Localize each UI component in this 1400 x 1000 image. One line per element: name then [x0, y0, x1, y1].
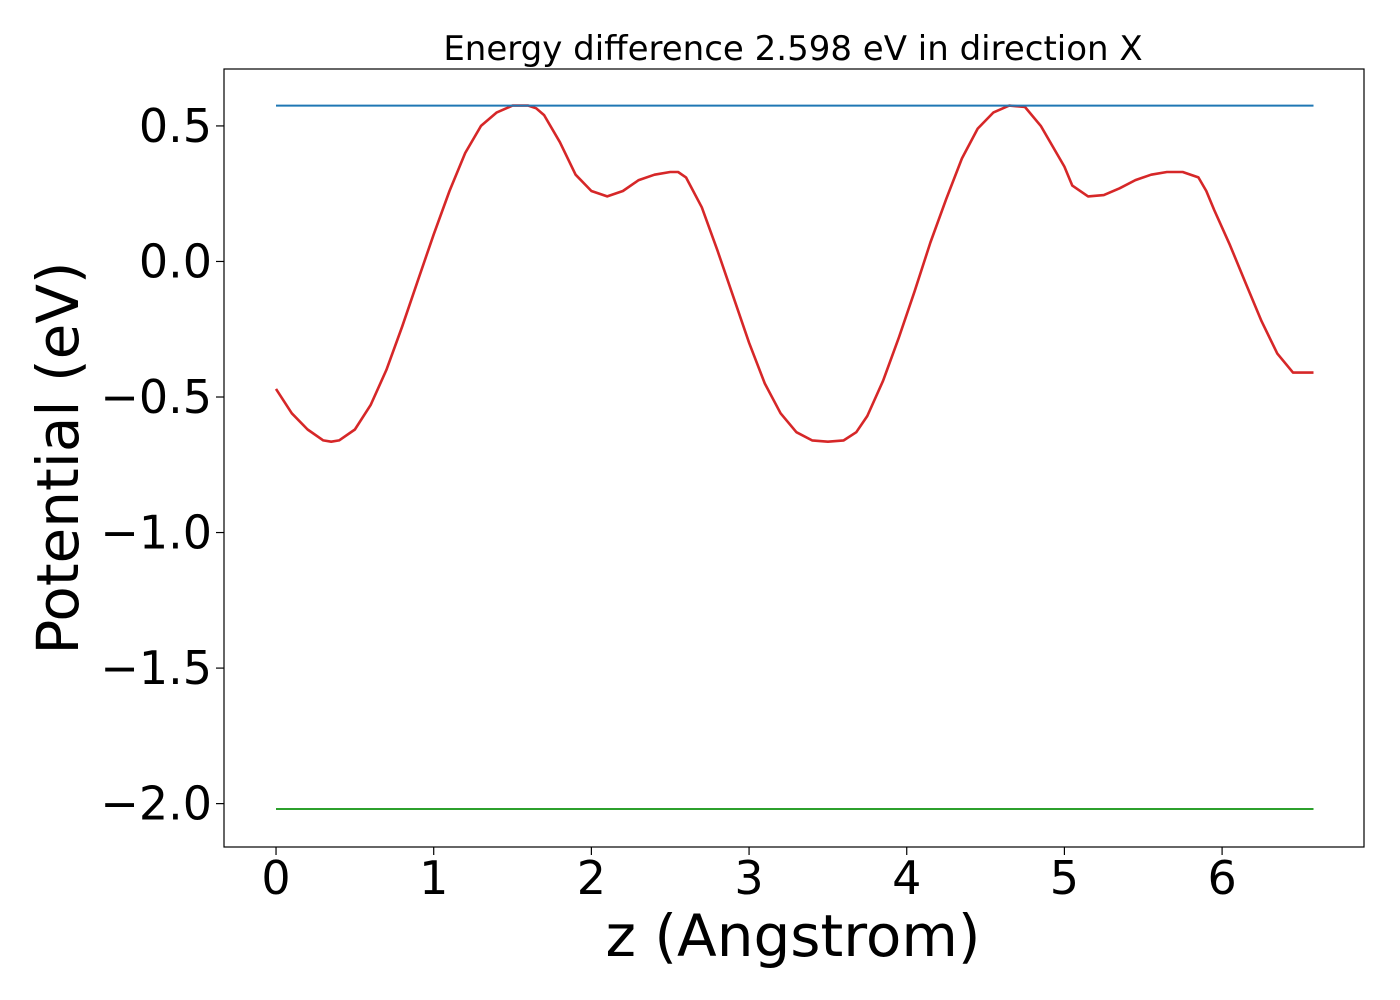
y-tick-label: −1.5 [100, 641, 212, 695]
y-axis-ticks: 0.5 0.0 −0.5 −1.0 −1.5 −2.0 [100, 99, 224, 831]
x-axis-label: z (Angstrom) [606, 902, 981, 970]
x-tick-label: 4 [892, 851, 921, 905]
chart-title: Energy difference 2.598 eV in direction … [443, 29, 1142, 69]
y-tick-label: −2.0 [100, 777, 212, 831]
x-tick-label: 1 [419, 851, 448, 905]
y-tick-label: 0.0 [139, 234, 212, 288]
x-tick-label: 3 [734, 851, 763, 905]
x-tick-label: 6 [1207, 851, 1236, 905]
plot-frame [223, 68, 1365, 848]
y-tick-label: −1.0 [100, 506, 212, 560]
x-tick-label: 2 [577, 851, 606, 905]
x-axis-ticks: 0 1 2 3 4 5 6 [261, 847, 1237, 905]
series-line-0 [274, 104, 1314, 444]
x-tick-label: 0 [261, 851, 290, 905]
y-axis-label: Potential (eV) [24, 261, 92, 654]
y-tick-label: −0.5 [100, 370, 212, 424]
y-tick-label: 0.5 [139, 99, 212, 153]
series-layer [274, 104, 1314, 810]
x-tick-label: 5 [1050, 851, 1079, 905]
